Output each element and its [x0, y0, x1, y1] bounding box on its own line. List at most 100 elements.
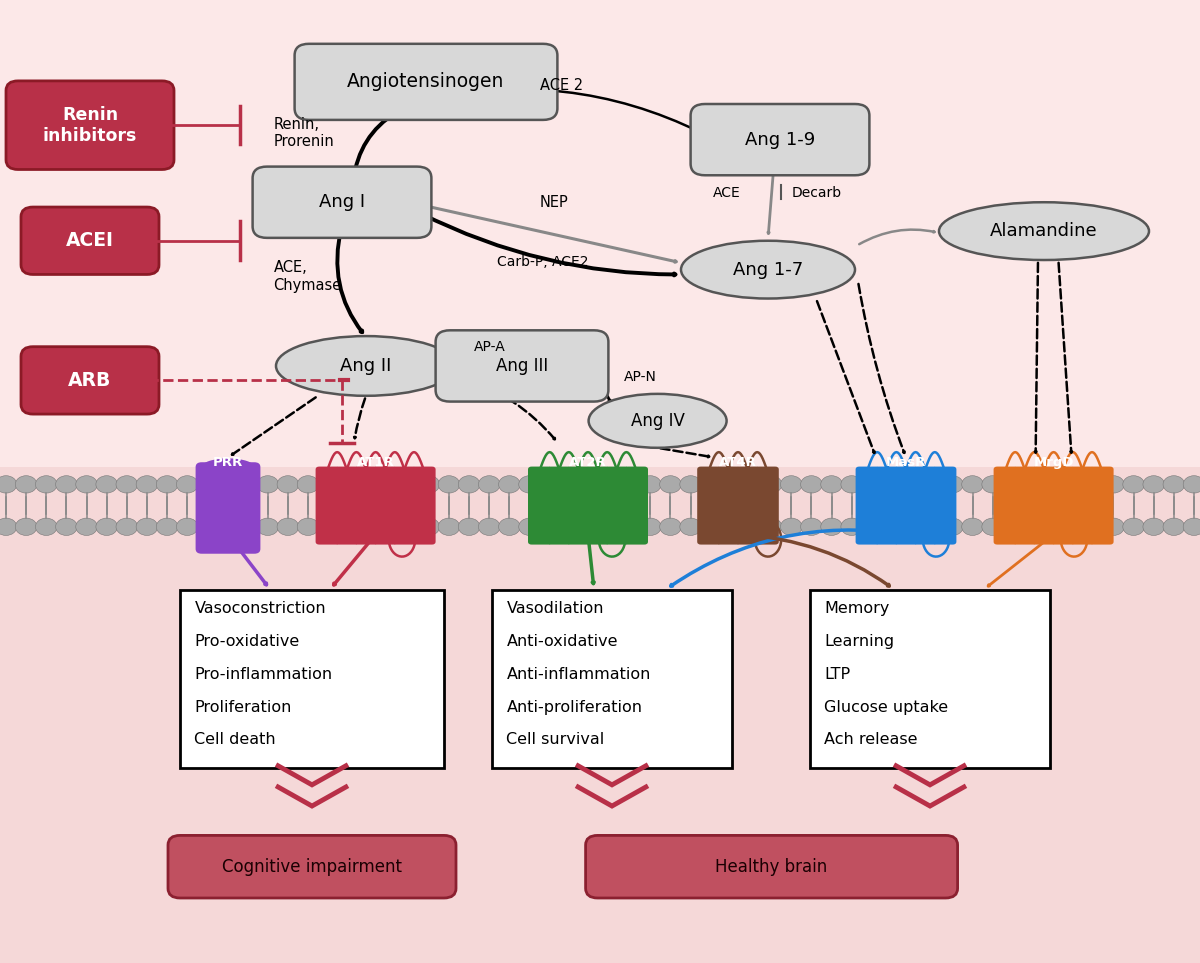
Circle shape	[156, 476, 178, 493]
Text: Alamandine: Alamandine	[990, 222, 1098, 240]
Text: MasR: MasR	[886, 456, 926, 469]
Circle shape	[841, 518, 863, 535]
FancyBboxPatch shape	[691, 104, 870, 175]
Circle shape	[1002, 518, 1024, 535]
Circle shape	[1082, 476, 1104, 493]
Circle shape	[217, 476, 239, 493]
Circle shape	[176, 476, 198, 493]
Circle shape	[961, 476, 983, 493]
Text: Ang 1-7: Ang 1-7	[733, 261, 803, 278]
Text: Cell survival: Cell survival	[506, 733, 605, 747]
Ellipse shape	[682, 241, 854, 299]
Circle shape	[418, 476, 439, 493]
Circle shape	[1062, 476, 1084, 493]
Circle shape	[821, 518, 842, 535]
Circle shape	[398, 518, 420, 535]
Bar	[180, 589, 444, 768]
Circle shape	[197, 476, 218, 493]
FancyBboxPatch shape	[412, 466, 436, 544]
Text: ACEI: ACEI	[66, 231, 114, 250]
Circle shape	[539, 476, 560, 493]
Text: AT4R: AT4R	[719, 456, 757, 469]
FancyBboxPatch shape	[20, 207, 158, 274]
FancyBboxPatch shape	[196, 462, 260, 554]
Circle shape	[821, 476, 842, 493]
Circle shape	[680, 476, 702, 493]
FancyBboxPatch shape	[20, 347, 158, 414]
Circle shape	[317, 518, 338, 535]
Circle shape	[660, 476, 682, 493]
Circle shape	[780, 518, 802, 535]
Circle shape	[640, 518, 661, 535]
Circle shape	[378, 518, 400, 535]
Circle shape	[599, 518, 620, 535]
Circle shape	[700, 518, 721, 535]
FancyBboxPatch shape	[316, 466, 340, 544]
FancyBboxPatch shape	[294, 43, 557, 119]
FancyBboxPatch shape	[566, 466, 590, 544]
Circle shape	[298, 476, 319, 493]
Circle shape	[1103, 518, 1124, 535]
Circle shape	[0, 518, 17, 535]
Text: ACE: ACE	[713, 186, 740, 199]
FancyBboxPatch shape	[1090, 466, 1114, 544]
Circle shape	[277, 476, 299, 493]
Text: Cognitive impairment: Cognitive impairment	[222, 858, 402, 875]
Circle shape	[479, 518, 500, 535]
Circle shape	[418, 518, 439, 535]
Ellipse shape	[202, 458, 254, 476]
Circle shape	[1043, 476, 1064, 493]
FancyBboxPatch shape	[932, 466, 956, 544]
FancyBboxPatch shape	[6, 81, 174, 169]
FancyBboxPatch shape	[528, 466, 552, 544]
Text: Angiotensinogen: Angiotensinogen	[347, 72, 505, 91]
Circle shape	[619, 476, 641, 493]
Circle shape	[862, 476, 883, 493]
Text: ARB: ARB	[68, 371, 112, 390]
Text: MrgD: MrgD	[1033, 456, 1074, 469]
Text: ACE,
Chymase: ACE, Chymase	[274, 260, 342, 293]
Circle shape	[901, 518, 923, 535]
Circle shape	[881, 518, 902, 535]
Circle shape	[317, 476, 338, 493]
Text: AT2R: AT2R	[569, 456, 607, 469]
Circle shape	[1103, 476, 1124, 493]
Text: Ang 1-9: Ang 1-9	[745, 131, 815, 148]
Circle shape	[1142, 518, 1164, 535]
Circle shape	[257, 476, 278, 493]
Ellipse shape	[589, 394, 727, 448]
Circle shape	[16, 518, 37, 535]
Circle shape	[358, 518, 379, 535]
Circle shape	[217, 518, 239, 535]
Circle shape	[922, 518, 943, 535]
Text: Cell death: Cell death	[194, 733, 276, 747]
FancyBboxPatch shape	[547, 466, 571, 544]
Text: Pro-inflammation: Pro-inflammation	[194, 666, 332, 682]
Bar	[0, 467, 1200, 963]
Circle shape	[922, 476, 943, 493]
Circle shape	[458, 518, 480, 535]
Circle shape	[761, 518, 782, 535]
FancyBboxPatch shape	[994, 466, 1018, 544]
FancyBboxPatch shape	[736, 466, 760, 544]
FancyBboxPatch shape	[1070, 466, 1094, 544]
Circle shape	[76, 476, 97, 493]
Circle shape	[660, 518, 682, 535]
Circle shape	[518, 476, 540, 493]
Circle shape	[1062, 518, 1084, 535]
Circle shape	[961, 518, 983, 535]
FancyBboxPatch shape	[624, 466, 648, 544]
Circle shape	[1163, 476, 1184, 493]
Circle shape	[539, 518, 560, 535]
Text: AP-N: AP-N	[624, 371, 656, 384]
Circle shape	[36, 518, 58, 535]
FancyBboxPatch shape	[392, 466, 416, 544]
Circle shape	[862, 518, 883, 535]
Circle shape	[942, 518, 964, 535]
Circle shape	[901, 476, 923, 493]
Text: ACE 2: ACE 2	[540, 78, 583, 93]
FancyBboxPatch shape	[875, 466, 899, 544]
Text: Learning: Learning	[824, 635, 894, 649]
Circle shape	[277, 518, 299, 535]
Circle shape	[580, 518, 601, 535]
